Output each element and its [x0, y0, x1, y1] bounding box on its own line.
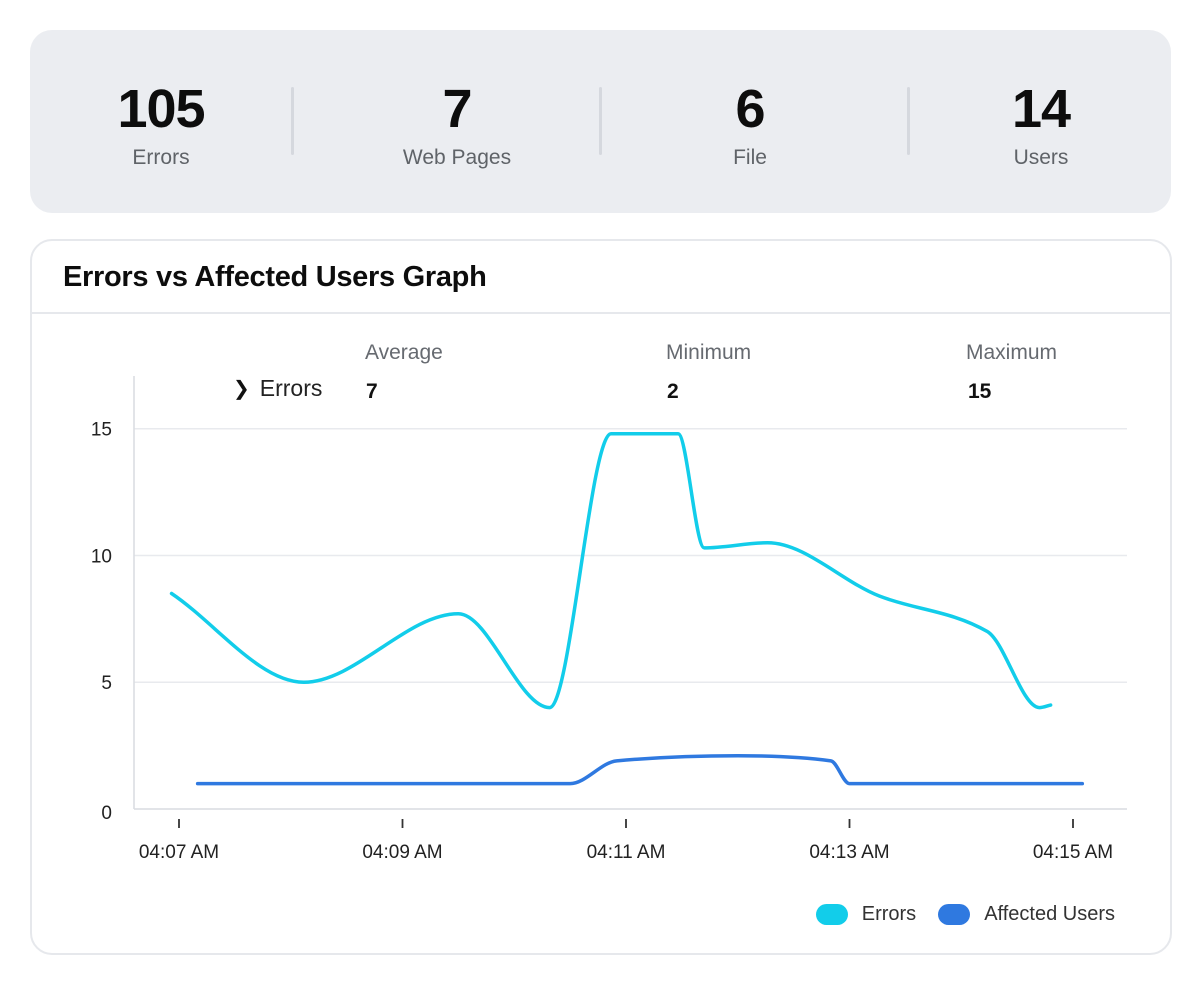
stat-divider: [291, 87, 294, 155]
stat-label: File: [733, 146, 767, 169]
card-title: Errors vs Affected Users Graph: [63, 261, 487, 293]
stat-divider: [907, 87, 910, 155]
y-tick-label: 5: [101, 673, 112, 694]
stat-file[interactable]: 6 File: [650, 30, 850, 213]
maximum-value: 15: [968, 380, 992, 403]
legend-label: Affected Users: [984, 903, 1115, 925]
minimum-header: Minimum: [666, 341, 752, 364]
average-header: Average: [365, 341, 443, 364]
legend-item-errors[interactable]: Errors: [815, 903, 917, 926]
maximum-header: Maximum: [966, 341, 1058, 364]
legend-item-affected-users[interactable]: Affected Users: [938, 903, 1115, 926]
stat-label: Errors: [132, 146, 190, 169]
stat-errors[interactable]: 105 Errors: [61, 30, 261, 213]
stat-value: 105: [117, 79, 205, 139]
x-tick-label: 04:11 AM: [587, 842, 666, 863]
series-toggle-label: Errors: [259, 375, 323, 401]
legend-label: Errors: [861, 903, 917, 925]
x-tick-label: 04:15 AM: [1033, 842, 1113, 863]
stat-label: Users: [1013, 146, 1069, 169]
errors-vs-users-card: Errors vs Affected Users Graph Average M…: [30, 239, 1172, 955]
stat-value: 7: [442, 79, 472, 139]
stat-label: Web Pages: [402, 146, 512, 169]
stat-value: 14: [1011, 79, 1071, 139]
y-tick-label: 0: [101, 803, 112, 824]
stat-users[interactable]: 14 Users: [941, 30, 1141, 213]
summary-stats-panel: 105 Errors 7 Web Pages 6 File 14 Users: [30, 30, 1171, 213]
legend-swatch-errors: [815, 904, 848, 925]
chevron-right-icon: ❯: [233, 378, 250, 400]
chart-legend: Errors Affected Users: [815, 903, 1115, 926]
stat-web-pages[interactable]: 7 Web Pages: [357, 30, 557, 213]
average-value: 7: [366, 380, 378, 403]
card-header: Errors vs Affected Users Graph: [32, 241, 1170, 314]
series-line-affected-users: [195, 754, 1085, 786]
stat-value: 6: [735, 79, 765, 139]
stat-divider: [599, 87, 602, 155]
y-tick-label: 15: [91, 420, 112, 441]
series-line-errors: [169, 432, 1053, 710]
series-expand-toggle[interactable]: ❯ Errors: [233, 375, 322, 402]
x-tick-label: 04:09 AM: [362, 842, 442, 863]
legend-swatch-affected-users: [938, 904, 971, 925]
y-tick-label: 10: [91, 546, 112, 567]
line-chart: 0 5 10 15 04:07 AM 04:09 AM 04:11 AM 04:13 AM 04…: [91, 376, 1127, 863]
minimum-value: 2: [667, 380, 679, 403]
x-tick-label: 04:13 AM: [809, 842, 889, 863]
x-tick-label: 04:07 AM: [139, 842, 219, 863]
